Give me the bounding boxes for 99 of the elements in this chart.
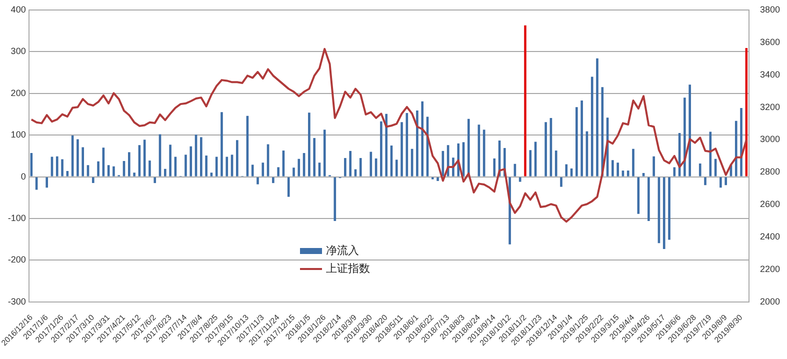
y2-tick-label: 2200 bbox=[760, 264, 780, 274]
bar bbox=[560, 177, 562, 187]
bar bbox=[292, 168, 295, 176]
y-tick-label: -300 bbox=[8, 296, 26, 306]
y2-tick-label: 3000 bbox=[760, 134, 780, 144]
y-tick-label: -100 bbox=[8, 212, 26, 223]
bar bbox=[740, 108, 742, 176]
bar bbox=[524, 25, 526, 176]
bar bbox=[256, 177, 259, 184]
y2-tick-label: 2800 bbox=[760, 166, 780, 177]
bar bbox=[709, 132, 712, 176]
bar bbox=[720, 177, 722, 188]
bar bbox=[82, 147, 84, 176]
bar bbox=[298, 158, 300, 176]
y2-tick-label: 3800 bbox=[760, 4, 780, 14]
bar bbox=[205, 156, 208, 176]
bar bbox=[596, 58, 598, 176]
bar bbox=[210, 172, 213, 176]
bar bbox=[277, 167, 280, 176]
bar bbox=[648, 177, 650, 221]
bar bbox=[200, 137, 202, 176]
bar bbox=[154, 177, 156, 184]
bar bbox=[112, 166, 115, 176]
bar bbox=[544, 122, 547, 176]
bar bbox=[169, 144, 172, 176]
bar bbox=[226, 156, 228, 176]
bar bbox=[684, 98, 686, 176]
bar bbox=[323, 130, 326, 176]
bar bbox=[380, 121, 382, 176]
bar bbox=[637, 177, 640, 214]
bar bbox=[673, 167, 676, 176]
bar bbox=[626, 170, 630, 176]
bar bbox=[395, 160, 398, 176]
bar bbox=[698, 163, 702, 176]
bar bbox=[148, 160, 151, 176]
bar bbox=[493, 158, 496, 176]
bar bbox=[220, 112, 223, 176]
bar bbox=[622, 170, 624, 176]
bar bbox=[529, 150, 532, 176]
bar bbox=[190, 146, 192, 176]
bar bbox=[421, 101, 424, 176]
bar bbox=[385, 114, 388, 176]
bar bbox=[164, 168, 166, 176]
bar bbox=[76, 139, 79, 176]
bar bbox=[668, 177, 670, 240]
bar bbox=[262, 162, 264, 176]
bar bbox=[359, 158, 362, 176]
bar bbox=[724, 177, 727, 186]
bar bbox=[467, 118, 470, 176]
y2-tick-label: 2600 bbox=[760, 199, 780, 210]
bar bbox=[97, 161, 100, 176]
y2-tick-label: 3400 bbox=[760, 69, 780, 80]
bar bbox=[349, 150, 352, 176]
bar bbox=[56, 156, 58, 176]
bar bbox=[688, 84, 691, 176]
y-tick-label: 100 bbox=[10, 130, 26, 140]
y-tick-label: 0 bbox=[20, 171, 26, 182]
bar bbox=[662, 177, 666, 249]
bar bbox=[580, 100, 583, 176]
bar bbox=[436, 177, 439, 181]
bar bbox=[704, 177, 706, 186]
bar bbox=[576, 107, 578, 176]
bar bbox=[370, 152, 372, 176]
bar bbox=[344, 158, 346, 176]
y2-tick-label: 3200 bbox=[760, 102, 780, 112]
y2-tick-label: 2400 bbox=[760, 232, 780, 242]
bar bbox=[46, 177, 48, 188]
bar bbox=[642, 173, 645, 176]
bar bbox=[184, 154, 187, 176]
legend-label: 上证指数 bbox=[326, 262, 370, 276]
bar bbox=[313, 138, 316, 176]
bar bbox=[236, 140, 238, 176]
bar bbox=[400, 122, 403, 176]
bar bbox=[745, 48, 748, 176]
bar bbox=[616, 162, 619, 176]
bar bbox=[272, 177, 274, 184]
y-tick-label: 400 bbox=[10, 4, 26, 14]
bar bbox=[632, 148, 634, 176]
y-tick-label: -200 bbox=[8, 254, 26, 265]
bar bbox=[251, 164, 254, 176]
legend-label: 净流入 bbox=[326, 244, 359, 258]
bar bbox=[416, 110, 418, 176]
bar bbox=[308, 112, 310, 176]
bar bbox=[92, 177, 94, 184]
bar bbox=[128, 152, 130, 176]
bar bbox=[334, 177, 336, 221]
bar bbox=[734, 120, 738, 176]
y-tick-label: 300 bbox=[10, 46, 26, 56]
bar bbox=[565, 164, 568, 176]
bar bbox=[612, 160, 614, 176]
bar bbox=[601, 87, 604, 176]
bar bbox=[66, 170, 69, 176]
y2-tick-label: 3600 bbox=[760, 36, 780, 47]
y2-tick-label: 2000 bbox=[760, 296, 780, 306]
bar bbox=[287, 177, 290, 197]
bar bbox=[61, 159, 64, 176]
bar bbox=[652, 156, 655, 176]
y-tick-label: 200 bbox=[10, 88, 26, 98]
bar bbox=[133, 172, 136, 176]
